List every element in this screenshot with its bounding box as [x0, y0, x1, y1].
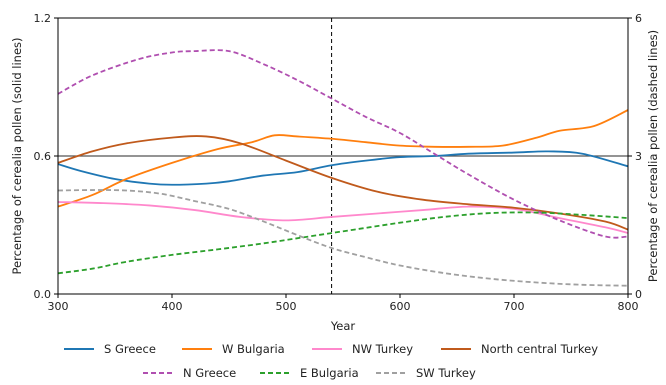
legend-label-s-greece: S Greece [104, 342, 156, 356]
legend: S Greece W Bulgaria NW Turkey North central… [64, 342, 598, 380]
y-left-tick-label: 0.0 [34, 288, 52, 301]
legend-label-sw-turkey: SW Turkey [416, 366, 476, 380]
series-line-north-central-turkey [57, 135, 629, 231]
x-tick-label: 600 [390, 300, 411, 313]
legend-label-north-central-turkey: North central Turkey [481, 342, 598, 356]
series-line-sw-turkey [57, 189, 629, 287]
series-line-w-bulgaria [57, 109, 629, 208]
x-tick-label: 800 [618, 300, 639, 313]
series-line-nw-turkey [57, 201, 629, 234]
y-right-tick-label: 6 [635, 12, 642, 25]
series-layer [57, 49, 629, 287]
y-left-tick-label: 1.2 [34, 12, 52, 25]
x-tick-label: 300 [48, 300, 69, 313]
y-right-tick-label: 3 [635, 150, 642, 163]
series-line-s-greece [57, 150, 629, 186]
legend-label-n-greece: N Greece [183, 366, 236, 380]
y-axis-left-label: Percentage of cerealia pollen (solid lin… [10, 37, 24, 274]
x-tick-label: 700 [504, 300, 525, 313]
legend-label-e-bulgaria: E Bulgaria [300, 366, 359, 380]
y-axis-right-label: Percentage of cerealia pollen (dashed li… [646, 30, 660, 282]
legend-label-nw-turkey: NW Turkey [352, 342, 413, 356]
axis-layer: 300 400 500 600 700 800 0.0 0.6 1.2 0 3 6 [34, 12, 643, 313]
series-line-e-bulgaria [57, 211, 629, 275]
legend-label-w-bulgaria: W Bulgaria [222, 342, 285, 356]
series-line-n-greece [57, 49, 629, 239]
x-tick-label: 500 [276, 300, 297, 313]
x-axis-label: Year [330, 319, 356, 333]
reference-layer [58, 18, 628, 294]
x-tick-label: 400 [162, 300, 183, 313]
y-left-tick-label: 0.6 [34, 150, 52, 163]
y-right-tick-label: 0 [635, 288, 642, 301]
